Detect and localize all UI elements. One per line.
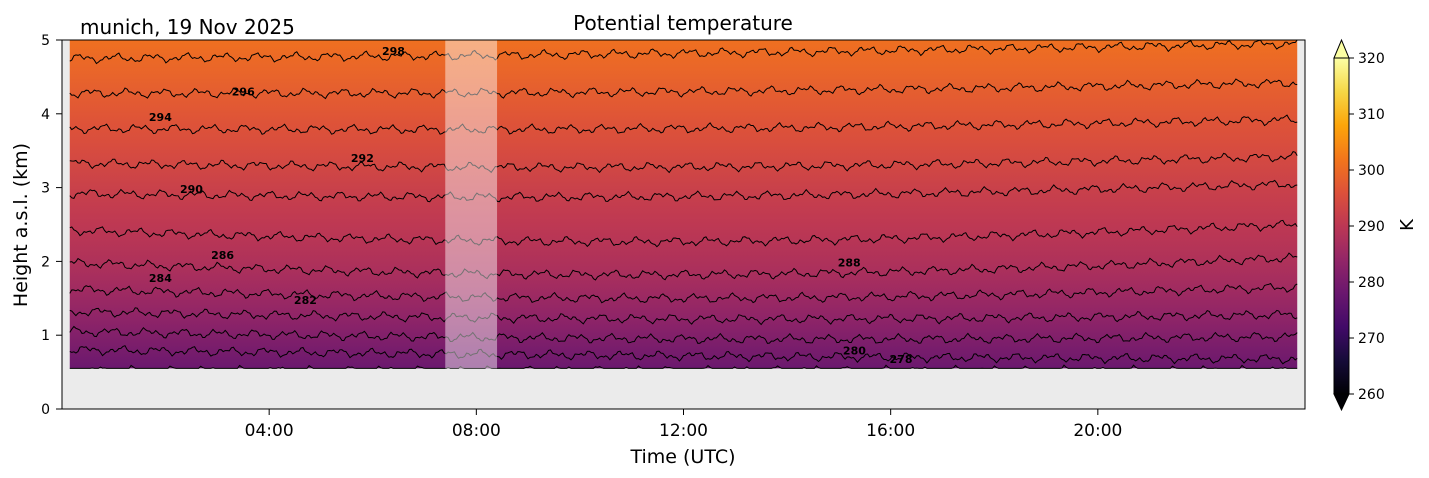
colorbar-extend-min	[1333, 393, 1350, 412]
chart-title: Potential temperature	[573, 11, 793, 35]
colorbar-tick-label: 300	[1358, 163, 1385, 179]
x-tick-label: 20:00	[1073, 421, 1122, 441]
colorbar-tick-label: 270	[1358, 331, 1385, 347]
x-tick-label: 16:00	[866, 421, 915, 441]
contour-286	[69, 282, 1298, 304]
x-tick-label: 12:00	[659, 421, 708, 441]
y-tick-label: 1	[41, 328, 50, 344]
contour-label-290: 290	[180, 183, 203, 196]
contour-282	[69, 325, 1298, 344]
contour-label-298: 298	[382, 45, 405, 58]
x-tick-label: 08:00	[452, 421, 501, 441]
contour-292	[69, 179, 1298, 203]
contour-294	[69, 150, 1298, 174]
contour-280	[69, 345, 1298, 365]
y-axis-label: Height a.s.l. (km)	[10, 143, 32, 307]
colorbar-tick-label: 290	[1358, 219, 1385, 235]
x-tick-label: 04:00	[245, 421, 294, 441]
colorbar-tick-label: 320	[1358, 51, 1385, 67]
data-gap-overlay	[445, 40, 498, 369]
colorbar-tick-label: 310	[1358, 107, 1385, 123]
colorbar-extend-max	[1333, 38, 1350, 59]
colorbar-gradient	[1334, 58, 1349, 394]
contour-label-282: 282	[294, 294, 317, 307]
y-tick-label: 5	[41, 33, 50, 49]
contour-label-288: 288	[838, 257, 861, 270]
plot-area: 298 296 294 292 290 286 284 282 288 280 278 04:00 08…	[41, 33, 1306, 441]
y-tick-label: 2	[41, 254, 50, 270]
contour-label-292: 292	[351, 152, 374, 165]
contour-label-280: 280	[843, 344, 866, 357]
contour-288	[69, 252, 1298, 281]
y-tick-label: 0	[41, 402, 50, 418]
contour-298	[69, 78, 1298, 100]
colorbar-tick-label: 260	[1358, 387, 1385, 403]
contour-284	[69, 307, 1298, 326]
contour-lines	[69, 39, 1298, 369]
colorbar: 260 270 280 290 300 310 320	[1333, 38, 1385, 412]
colorbar-label: K	[1397, 218, 1418, 231]
contour-300	[69, 39, 1298, 65]
y-tick-label: 4	[41, 107, 50, 123]
location-date-label: munich, 19 Nov 2025	[80, 15, 295, 39]
contour-label-296: 296	[232, 85, 255, 98]
y-tick-label: 3	[41, 181, 50, 197]
contour-296	[69, 114, 1298, 135]
colorbar-tick-label: 280	[1358, 275, 1385, 291]
contour-label-284: 284	[149, 272, 172, 285]
contour-label-278: 278	[890, 353, 913, 366]
contour-label-294: 294	[149, 111, 172, 124]
x-axis-label: Time (UTC)	[629, 446, 735, 468]
contour-290	[69, 219, 1298, 248]
contour-278	[69, 364, 1298, 369]
contour-label-286: 286	[211, 249, 234, 262]
